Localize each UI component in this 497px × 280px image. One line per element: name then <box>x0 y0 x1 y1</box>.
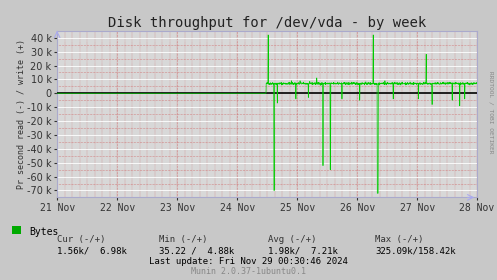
Text: Cur (-/+): Cur (-/+) <box>57 235 105 244</box>
Text: 325.09k/158.42k: 325.09k/158.42k <box>375 246 456 255</box>
Text: 1.56k/  6.98k: 1.56k/ 6.98k <box>57 246 127 255</box>
Text: Avg (-/+): Avg (-/+) <box>268 235 317 244</box>
Y-axis label: Pr second read (-) / write (+): Pr second read (-) / write (+) <box>16 39 25 189</box>
Text: 35.22 /  4.88k: 35.22 / 4.88k <box>159 246 234 255</box>
Text: Last update: Fri Nov 29 00:30:46 2024: Last update: Fri Nov 29 00:30:46 2024 <box>149 257 348 266</box>
Title: Disk throughput for /dev/vda - by week: Disk throughput for /dev/vda - by week <box>108 16 426 30</box>
Text: Munin 2.0.37-1ubuntu0.1: Munin 2.0.37-1ubuntu0.1 <box>191 267 306 276</box>
Text: Max (-/+): Max (-/+) <box>375 235 423 244</box>
Text: Min (-/+): Min (-/+) <box>159 235 207 244</box>
Text: Bytes: Bytes <box>29 227 58 237</box>
Text: 1.98k/  7.21k: 1.98k/ 7.21k <box>268 246 338 255</box>
Text: RRDTOOL / TOBI OETIKER: RRDTOOL / TOBI OETIKER <box>489 71 494 153</box>
